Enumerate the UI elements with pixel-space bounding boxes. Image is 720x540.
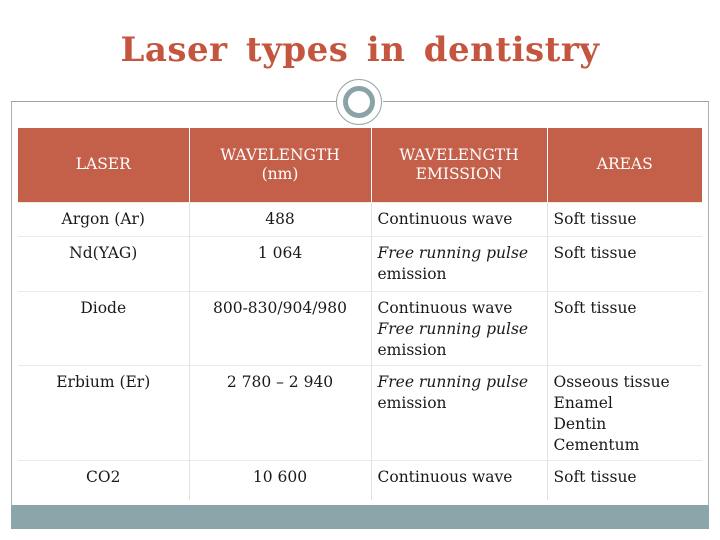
cell-laser: Erbium (Er) — [18, 364, 189, 460]
emission-line: emission — [377, 264, 447, 283]
cell-emission: Free running pulse emission — [370, 364, 547, 460]
table-row: Argon (Ar) 488 Continuous wave Soft tissue — [18, 201, 702, 236]
cell-emission: Continuous wave Free running pulse emissio… — [370, 290, 547, 365]
area-line: Cementum — [553, 435, 640, 454]
footer-accent-bar — [11, 505, 709, 529]
header-wavelength-label: WAVELENGTH — [220, 145, 340, 164]
cell-areas: Soft tissue — [546, 290, 702, 365]
table-row: CO2 10 600 Continuous wave Soft tissue — [18, 459, 702, 500]
cell-emission: Free running pulse emission — [370, 235, 547, 291]
emission-line: Free running pulse — [377, 243, 529, 262]
table-row: Diode 800-830/904/980 Continuous wave Free … — [18, 290, 702, 365]
header-areas: AREAS — [546, 128, 702, 202]
cell-laser: Nd(YAG) — [18, 235, 189, 291]
area-line: Soft tissue — [553, 467, 637, 486]
cell-laser: Diode — [18, 290, 189, 365]
header-wavelength-unit: (nm) — [261, 164, 299, 183]
emission-line: emission — [377, 393, 447, 412]
emission-line: Continuous wave — [377, 209, 513, 228]
area-line: Soft tissue — [553, 243, 637, 262]
slide-title: Laser types in dentistry — [120, 30, 600, 70]
laser-types-table: LASER WAVELENGTH (nm) WAVELENGTH EMISSIO… — [18, 128, 702, 500]
cell-areas: Soft tissue — [546, 459, 702, 500]
area-line: Dentin — [553, 414, 607, 433]
cell-laser: Argon (Ar) — [18, 201, 189, 236]
area-line: Soft tissue — [553, 298, 637, 317]
area-line: Enamel — [553, 393, 613, 412]
emission-line: Free running pulse — [377, 319, 529, 338]
area-line: Soft tissue — [553, 209, 637, 228]
cell-wavelength: 488 — [188, 201, 371, 236]
header-wavelength: WAVELENGTH (nm) — [188, 128, 371, 202]
emission-line: Free running pulse — [377, 372, 529, 391]
cell-wavelength: 10 600 — [188, 459, 371, 500]
cell-areas: Soft tissue — [546, 235, 702, 291]
header-emission-label-1: WAVELENGTH — [399, 145, 519, 164]
header-emission-label-2: EMISSION — [415, 164, 503, 183]
cell-wavelength: 2 780 – 2 940 — [188, 364, 371, 460]
table-row: Nd(YAG) 1 064 Free running pulse emission So… — [18, 235, 702, 291]
area-line: Osseous tissue — [553, 372, 670, 391]
emission-line: Continuous wave — [377, 298, 513, 317]
title-divider-left — [11, 101, 337, 102]
table-header-row: LASER WAVELENGTH (nm) WAVELENGTH EMISSIO… — [18, 128, 702, 202]
emission-line: emission — [377, 340, 447, 359]
header-emission: WAVELENGTH EMISSION — [370, 128, 547, 202]
cell-wavelength: 1 064 — [188, 235, 371, 291]
title-divider-right — [383, 101, 709, 102]
cell-emission: Continuous wave — [370, 201, 547, 236]
cell-areas: Soft tissue — [546, 201, 702, 236]
cell-wavelength: 800-830/904/980 — [188, 290, 371, 365]
circle-icon — [343, 86, 375, 118]
header-laser: LASER — [18, 128, 189, 202]
table-row: Erbium (Er) 2 780 – 2 940 Free running pul… — [18, 364, 702, 460]
table-body: Argon (Ar) 488 Continuous wave Soft tissue N… — [18, 201, 702, 500]
cell-areas: Osseous tissue Enamel Dentin Cementum — [546, 364, 702, 460]
cell-emission: Continuous wave — [370, 459, 547, 500]
header-laser-label: LASER — [75, 155, 131, 174]
header-areas-label: AREAS — [596, 155, 653, 174]
cell-laser: CO2 — [18, 459, 189, 500]
emission-line: Continuous wave — [377, 467, 513, 486]
